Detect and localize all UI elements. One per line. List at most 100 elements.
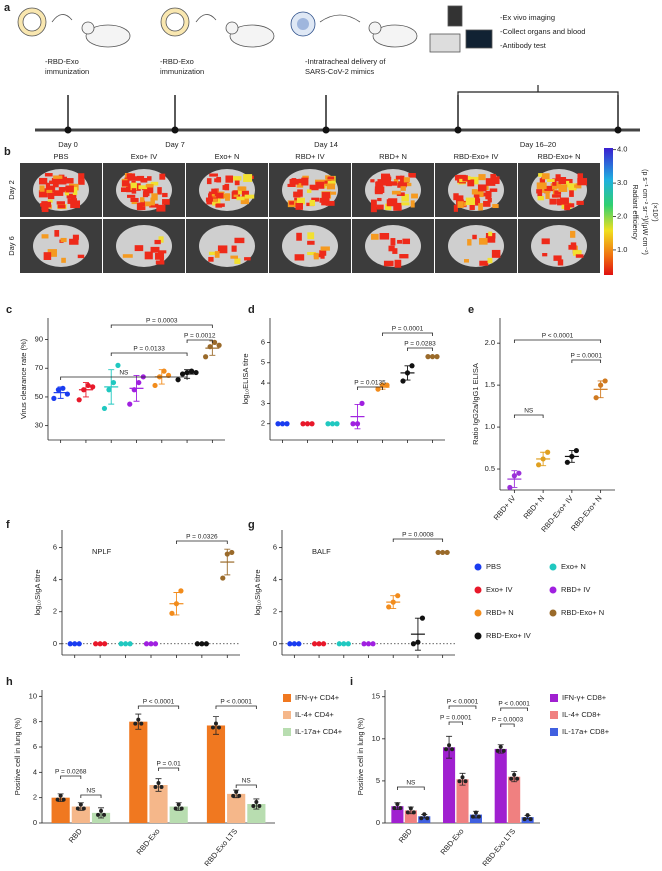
signal (236, 196, 245, 201)
bar (469, 814, 482, 823)
signal (454, 175, 465, 181)
signal (158, 236, 164, 243)
signal (47, 192, 55, 200)
bracket (235, 784, 257, 788)
dot (460, 775, 465, 780)
data-point (359, 400, 365, 406)
y-tick-label: 2 (273, 607, 277, 616)
data-point (375, 386, 381, 392)
step-text: -Intratracheal delivery of (305, 57, 386, 66)
signal (485, 196, 491, 200)
dot (213, 721, 218, 726)
data-point (545, 449, 551, 455)
y-tick-label: 2 (33, 793, 37, 802)
signal (402, 238, 411, 245)
signal (323, 196, 330, 204)
signal (154, 239, 161, 245)
signal (214, 192, 220, 196)
signal (72, 187, 78, 195)
signal (388, 245, 395, 252)
signal (542, 173, 550, 180)
signal (53, 190, 64, 196)
day-label: Day 7 (165, 140, 185, 149)
legend-label: PBS (486, 562, 501, 571)
bar (418, 816, 431, 823)
annotation: P < 0.0001 (220, 699, 252, 706)
signal (538, 173, 543, 177)
bracket (158, 767, 180, 771)
signal (320, 246, 330, 251)
signal (234, 258, 241, 264)
signal (205, 197, 213, 202)
bracket (60, 376, 188, 380)
dot (231, 793, 236, 798)
signal (478, 203, 483, 211)
panel-label: h (6, 676, 13, 688)
signal (147, 184, 154, 193)
day-dot (454, 126, 462, 134)
data-point (386, 604, 392, 610)
data-point (536, 462, 542, 468)
group-label: RBD-Exo+ IV (454, 152, 499, 161)
signal (577, 178, 588, 186)
signal (467, 239, 472, 246)
signal (400, 182, 407, 188)
y-axis-label: Positive cell in lung (%) (356, 717, 365, 795)
signal (383, 260, 394, 267)
day-dot (64, 126, 72, 134)
group-label: RBD+ N (379, 152, 407, 161)
signal (289, 201, 294, 205)
bar (51, 797, 70, 823)
signal (370, 204, 377, 213)
signal (473, 198, 481, 204)
day-label: Day 14 (314, 140, 338, 149)
group-label: Exo+ N (215, 152, 240, 161)
signal (149, 203, 159, 208)
signal (208, 256, 214, 262)
signal (537, 196, 544, 201)
y-tick-label: 2 (261, 419, 265, 428)
annotation: NS (86, 788, 96, 795)
signal (473, 194, 480, 200)
signal (66, 193, 77, 199)
data-point (573, 447, 579, 454)
data-point (152, 382, 158, 389)
legend-label: IFN-γ+ CD8+ (562, 693, 607, 702)
signal (145, 184, 154, 188)
step-text: immunization (160, 67, 204, 76)
data-point (593, 395, 599, 401)
bar (456, 779, 469, 823)
bracket (60, 775, 82, 779)
dot (210, 725, 215, 730)
dot (501, 748, 506, 753)
organ (448, 225, 504, 267)
dot (75, 806, 80, 811)
signal (144, 251, 153, 260)
signal (234, 237, 245, 244)
legend-label: IFN-γ+ CD4+ (295, 693, 340, 702)
data-point (216, 342, 222, 348)
data-point (409, 363, 415, 369)
bar (521, 817, 534, 823)
signal (377, 197, 382, 202)
dot (515, 776, 520, 781)
signal (552, 182, 562, 189)
y-tick-label: 0 (376, 818, 380, 827)
dot (133, 721, 138, 726)
x-tick-label: RBD+ N (521, 494, 546, 521)
legend-swatch (474, 586, 482, 594)
panel-label: c (6, 304, 12, 316)
signal (551, 194, 561, 198)
panel-label: b (4, 146, 11, 158)
signal (47, 249, 57, 257)
signal (121, 187, 130, 193)
signal (233, 176, 242, 181)
dot (498, 744, 503, 749)
signal (70, 200, 81, 209)
signal (69, 238, 79, 245)
data-point (395, 593, 401, 599)
signal (483, 200, 491, 207)
row-label: Day 2 (7, 180, 16, 200)
data-point (101, 405, 108, 412)
x-tick-label: RBD-Exo LTS (202, 827, 239, 866)
